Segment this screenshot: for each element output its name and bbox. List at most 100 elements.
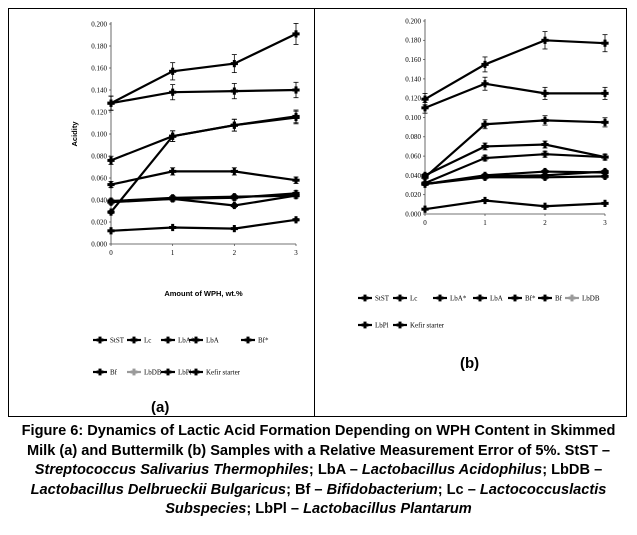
- legend-label: LbDB: [582, 295, 600, 303]
- legend-marker: [436, 294, 444, 302]
- series-stst-b: [421, 31, 609, 106]
- legend-marker: [192, 336, 200, 344]
- data-point: [481, 142, 489, 151]
- data-point: [169, 88, 177, 96]
- legend-marker: [476, 294, 484, 302]
- series-line-lbpl: [424, 199, 606, 211]
- data-point: [107, 99, 115, 107]
- series-lba-a: [107, 110, 300, 216]
- y-tick-label: 0.080: [91, 152, 107, 160]
- caption-sep-4: ; Lc –: [437, 481, 480, 498]
- y-tick-label: 0.120: [405, 95, 421, 103]
- series-line-bf-star: [424, 153, 606, 185]
- y-tick-label: 0.180: [405, 37, 421, 45]
- legend-marker: [396, 321, 404, 329]
- legend-item-stst: StST: [93, 337, 125, 345]
- y-tick-label: 0.040: [91, 196, 107, 204]
- legend-item-lbpl: LbPl: [358, 322, 389, 330]
- y-tick-label: 0.100: [405, 114, 421, 122]
- data-point: [541, 116, 549, 124]
- series-line-lba: [424, 143, 606, 177]
- data-point: [230, 167, 238, 175]
- data-point: [481, 120, 489, 128]
- legend-label: LbA*: [178, 337, 195, 345]
- legend-label: LbDB: [144, 369, 162, 377]
- legend-item-bf: Bf: [538, 295, 563, 303]
- chart-panel-b: 0.000 0.020 0.040 0.060 0.080 0.100 0.120 0.140…: [314, 8, 627, 417]
- chart-b-svg: 0.000 0.020 0.040 0.060 0.080 0.100 0.120 0.140…: [358, 17, 609, 330]
- y-tick-label: 0.000: [91, 240, 107, 248]
- caption-sep-5: ; LbPl –: [246, 501, 304, 518]
- legend-label: LbA*: [450, 295, 467, 303]
- figure-caption: Figure 6: Dynamics of Lactic Acid Format…: [8, 422, 629, 520]
- y-tick-label: 0.140: [91, 86, 107, 94]
- caption-lbpl: Lactobacillus Plantarum: [303, 501, 472, 518]
- data-point: [541, 150, 549, 158]
- legend-label: LbPl: [178, 369, 192, 377]
- y-tick-label: 0.000: [405, 210, 421, 218]
- series-line-lbpl: [110, 218, 297, 232]
- data-point: [541, 202, 549, 210]
- data-point: [601, 39, 609, 47]
- y-tick-label: 0.140: [405, 75, 421, 83]
- legend-marker: [164, 336, 172, 344]
- legend-item-lba: LbA: [189, 337, 219, 345]
- data-point: [541, 36, 549, 44]
- data-point: [107, 197, 115, 205]
- legend-marker: [192, 368, 200, 376]
- series-line-lba-star: [424, 119, 606, 179]
- x-tick-label: 2: [233, 249, 237, 257]
- data-point: [169, 132, 177, 140]
- data-point: [292, 192, 300, 200]
- data-point: [541, 167, 549, 176]
- legend-marker: [361, 321, 369, 329]
- data-point: [230, 121, 238, 129]
- legend-item-lba-star: LbA*: [433, 295, 467, 303]
- series-lbpl-b: [421, 196, 609, 213]
- y-tick-label: 0.200: [405, 17, 421, 25]
- legend-item-kefir-starter: Kefir starter: [189, 369, 241, 377]
- data-point: [421, 171, 429, 179]
- data-point: [292, 176, 300, 184]
- chart-panel-a: 0.000 0.020 0.040 0.060 0.080 0.100 0.120 0.140…: [8, 8, 315, 417]
- axes-a: 0.000 0.020 0.040 0.060 0.080 0.100 0.120 0.140…: [70, 20, 298, 298]
- legend-label: LbPl: [375, 322, 389, 330]
- y-tick-label: 0.180: [91, 42, 107, 50]
- legend-marker: [396, 294, 404, 302]
- legend-item-lba-star: LbA*: [161, 337, 195, 345]
- legend-label: StST: [375, 295, 390, 303]
- data-point: [107, 156, 115, 164]
- data-point: [230, 87, 238, 95]
- chart-a-svg: 0.000 0.020 0.040 0.060 0.080 0.100 0.120 0.140…: [70, 20, 300, 377]
- data-point: [169, 167, 177, 175]
- legend-item-bf-star: Bf*: [508, 295, 536, 303]
- data-point: [230, 201, 238, 210]
- y-tick-label: 0.020: [91, 218, 107, 226]
- data-point: [481, 171, 489, 179]
- caption-lbdb: Lactobacillus Delbrueckii Bulgaricus: [30, 481, 287, 498]
- legend-b: StST Lc LbA* LbA Bf* Bf LbDB LbPl Kefir starter: [358, 295, 600, 330]
- y-tick-label: 0.160: [405, 56, 421, 64]
- legend-label: Bf*: [525, 295, 536, 303]
- y-tick-label: 0.120: [91, 108, 107, 116]
- legend-item-lbdb: LbDB: [565, 295, 600, 303]
- legend-item-bf: Bf: [93, 369, 118, 377]
- caption-sep-2: ; LbDB –: [542, 462, 603, 479]
- y-tick-label: 0.060: [405, 153, 421, 161]
- series-line-kefir-starter: [110, 194, 297, 207]
- data-point: [292, 113, 300, 122]
- data-point: [421, 205, 429, 213]
- y-tick-label: 0.100: [91, 130, 107, 138]
- legend-label: Bf: [110, 369, 118, 377]
- data-point: [292, 86, 300, 94]
- legend-marker: [164, 368, 172, 376]
- y-axis-title: Acidity: [70, 121, 79, 147]
- data-point: [541, 140, 549, 149]
- data-point: [107, 181, 115, 189]
- legend-marker: [244, 336, 252, 344]
- x-tick-label: 2: [543, 219, 547, 227]
- legend-item-lbdb: LbDB: [127, 369, 162, 377]
- series-line-lc: [424, 82, 605, 109]
- legend-label: Bf: [555, 295, 563, 303]
- data-point: [601, 199, 609, 207]
